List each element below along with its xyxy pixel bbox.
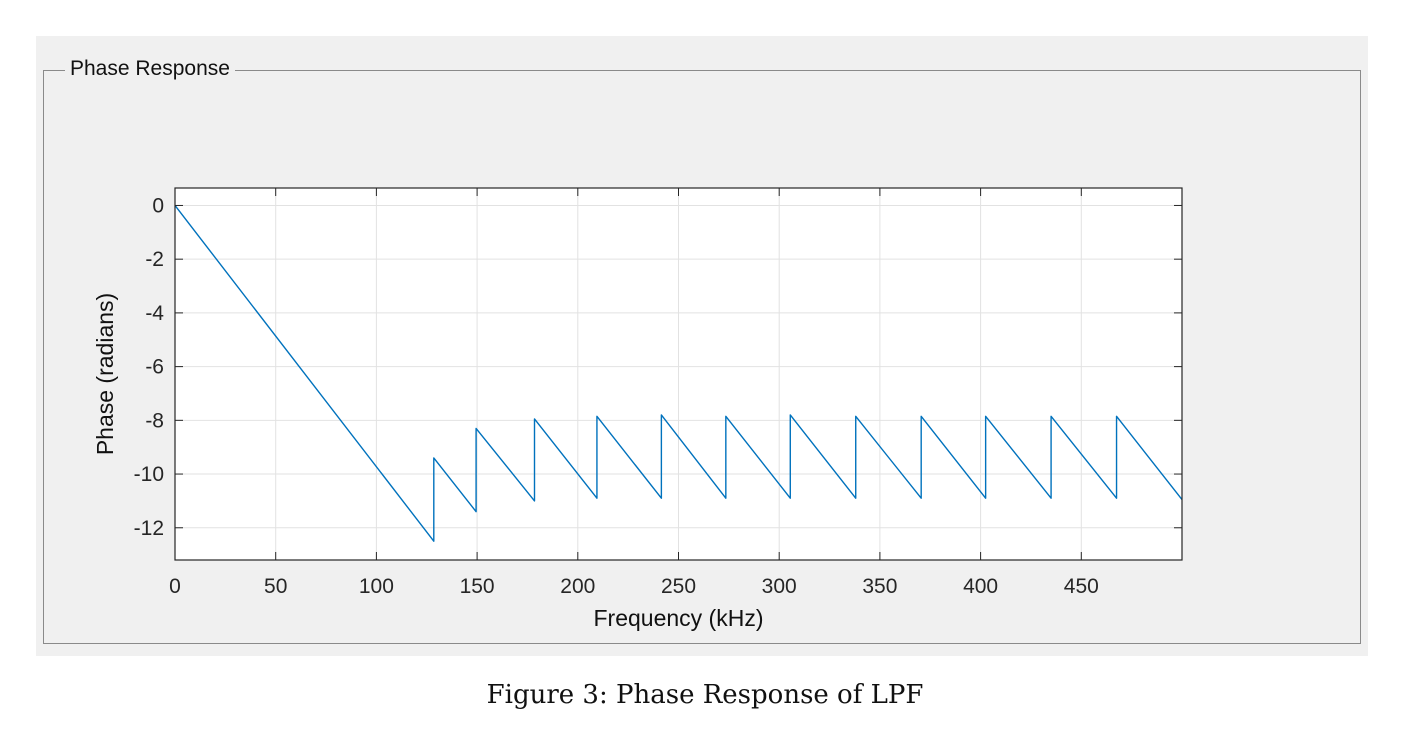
- y-axis-label: Phase (radians): [92, 293, 118, 455]
- phase-response-group: [43, 70, 1361, 644]
- x-tick-label: 450: [1064, 575, 1099, 598]
- x-tick-label: 100: [359, 575, 394, 598]
- figure-caption: Figure 3: Phase Response of LPF: [486, 680, 924, 710]
- x-tick-label: 350: [862, 575, 897, 598]
- y-tick-label: -12: [134, 517, 164, 540]
- y-tick-label: -8: [145, 409, 164, 432]
- y-tick-label: -6: [145, 356, 164, 379]
- x-tick-label: 200: [560, 575, 595, 598]
- x-tick-label: 300: [762, 575, 797, 598]
- x-tick-label: 400: [963, 575, 998, 598]
- y-tick-label: -2: [145, 248, 164, 271]
- y-tick-label: -4: [145, 302, 164, 325]
- y-tick-label: -10: [134, 463, 164, 486]
- x-tick-label: 250: [661, 575, 696, 598]
- x-tick-label: 50: [264, 575, 287, 598]
- x-tick-label: 150: [460, 575, 495, 598]
- panel-title: Phase Response: [65, 56, 235, 82]
- x-tick-label: 0: [169, 575, 181, 598]
- y-tick-label: 0: [152, 194, 164, 217]
- phase-series-line: [174, 205, 1183, 542]
- x-axis-label: Frequency (kHz): [594, 605, 764, 631]
